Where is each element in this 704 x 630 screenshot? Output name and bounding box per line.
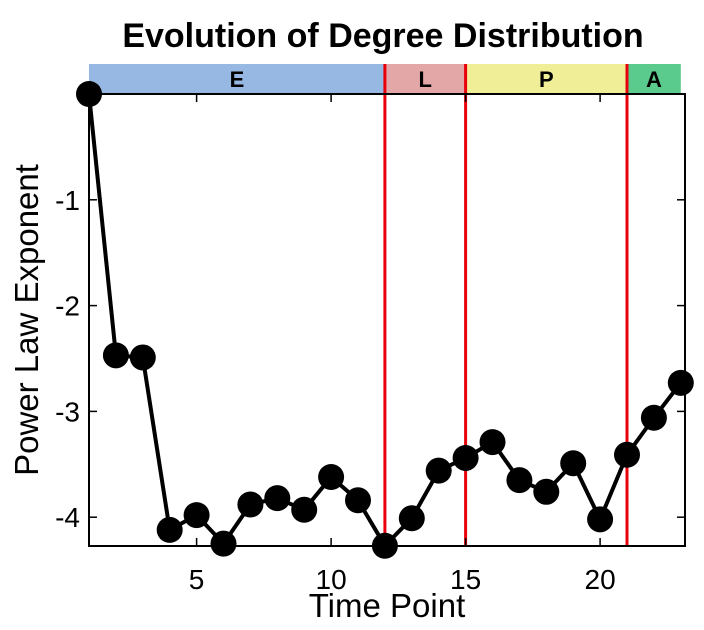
data-point bbox=[533, 478, 560, 505]
data-point bbox=[614, 441, 640, 468]
data-point bbox=[156, 516, 183, 543]
data-point bbox=[640, 404, 667, 431]
data-point bbox=[264, 485, 291, 512]
data-point bbox=[371, 532, 398, 559]
x-tick-label: 5 bbox=[189, 564, 205, 595]
data-point bbox=[587, 506, 614, 533]
data-point bbox=[76, 81, 102, 107]
x-tick-label: 20 bbox=[585, 564, 616, 595]
x-tick-label: 15 bbox=[450, 564, 481, 595]
phase-label-E: E bbox=[230, 67, 245, 92]
plot-frame bbox=[88, 93, 686, 547]
data-point bbox=[291, 496, 318, 523]
data-point bbox=[479, 429, 506, 456]
data-point bbox=[210, 530, 237, 557]
data-point bbox=[452, 444, 479, 471]
x-tick-label: 10 bbox=[316, 564, 347, 595]
phase-band-P bbox=[465, 64, 627, 94]
phase-boundaries bbox=[383, 64, 629, 546]
data-point bbox=[102, 342, 129, 369]
data-point bbox=[318, 463, 345, 490]
data-point bbox=[183, 502, 210, 529]
y-tick-label: -2 bbox=[55, 291, 80, 322]
y-axis-label: Power Law Exponent bbox=[8, 164, 45, 476]
data-point bbox=[237, 491, 264, 518]
phase-band-E bbox=[89, 64, 385, 94]
data-point bbox=[345, 487, 371, 514]
data-point bbox=[506, 467, 533, 494]
y-tick-label: -1 bbox=[55, 185, 80, 216]
phase-label-P: P bbox=[539, 67, 554, 92]
chart-title: Evolution of Degree Distribution bbox=[122, 17, 643, 55]
data-point bbox=[667, 369, 694, 396]
x-axis-label: Time Point bbox=[309, 587, 466, 624]
phase-label-A: A bbox=[646, 67, 662, 92]
data-series bbox=[76, 81, 694, 559]
data-point bbox=[129, 344, 156, 371]
y-tick-label: -3 bbox=[55, 396, 80, 427]
y-tick-label: -4 bbox=[55, 502, 80, 533]
data-point bbox=[425, 457, 452, 484]
data-point bbox=[560, 450, 587, 477]
phase-label-L: L bbox=[419, 67, 432, 92]
phase-band-L bbox=[384, 64, 466, 94]
data-point bbox=[398, 505, 425, 532]
axis-ticks: 5 10 15 20 -1 -2 -3 -4 bbox=[55, 94, 685, 595]
phase-band-A bbox=[627, 64, 681, 94]
